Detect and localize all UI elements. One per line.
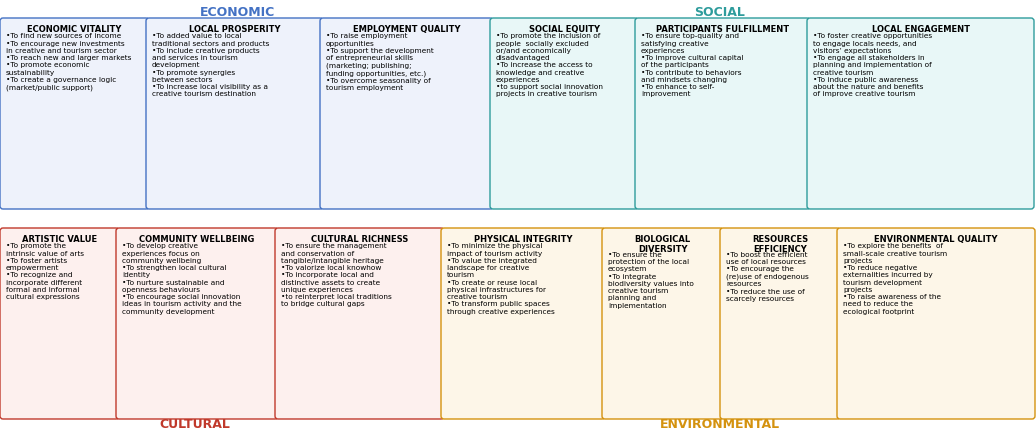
Text: •To find new sources of income
•To encourage new investments
in creative and tou: •To find new sources of income •To encou…	[6, 33, 132, 90]
Text: ARTISTIC VALUE: ARTISTIC VALUE	[22, 234, 97, 244]
FancyBboxPatch shape	[720, 229, 840, 419]
Text: LOCAL PROSPERITY: LOCAL PROSPERITY	[189, 25, 281, 34]
FancyBboxPatch shape	[0, 19, 149, 209]
Text: •To promote the inclusion of
people  socially excluded
or/and economically
disad: •To promote the inclusion of people soci…	[496, 33, 603, 97]
Text: •To boost the efficient
use of local resources
•To encourage the
(re)use of endo: •To boost the efficient use of local res…	[726, 251, 809, 301]
Text: PARTICIPANTS FULFILLMENT: PARTICIPANTS FULFILLMENT	[656, 25, 789, 34]
FancyBboxPatch shape	[116, 229, 278, 419]
Text: BIOLOGICAL
DIVERSITY: BIOLOGICAL DIVERSITY	[634, 234, 691, 254]
FancyBboxPatch shape	[490, 19, 638, 209]
Text: •To ensure top-quality and
satisfying creative
experiences
•To improve cultural : •To ensure top-quality and satisfying cr…	[641, 33, 744, 97]
Text: RESOURCES
EFFICIENCY: RESOURCES EFFICIENCY	[752, 234, 808, 254]
FancyBboxPatch shape	[807, 19, 1034, 209]
FancyBboxPatch shape	[146, 19, 323, 209]
FancyBboxPatch shape	[320, 19, 493, 209]
Text: SOCIAL EQUITY: SOCIAL EQUITY	[528, 25, 600, 34]
Text: LOCAL ENGAGEMENT: LOCAL ENGAGEMENT	[871, 25, 970, 34]
Text: PHYSICAL INTEGRITY: PHYSICAL INTEGRITY	[473, 234, 572, 244]
Text: •To develop creative
experiences focus on
community wellbeing
•To strengthen loc: •To develop creative experiences focus o…	[122, 243, 241, 314]
Text: •To raise employment
opportunities
•To support the development
of entrepreneuria: •To raise employment opportunities •To s…	[326, 33, 434, 91]
Text: •To ensure the management
and conservation of
tangible/intangible heritage
•To v: •To ensure the management and conservati…	[281, 243, 392, 307]
Text: CULTURAL RICHNESS: CULTURAL RICHNESS	[311, 234, 408, 244]
Text: •To explore the benefits  of
small-scale creative tourism
projects
•To reduce ne: •To explore the benefits of small-scale …	[843, 243, 947, 314]
Text: •To foster creative opportunities
to engage locals needs, and
visitors’ expectat: •To foster creative opportunities to eng…	[813, 33, 932, 97]
FancyBboxPatch shape	[837, 229, 1035, 419]
Text: •To added value to local
traditional sectors and products
•To include creative p: •To added value to local traditional sec…	[152, 33, 269, 97]
Text: EMPLOYMENT QUALITY: EMPLOYMENT QUALITY	[352, 25, 460, 34]
Text: ENVIRONMENTAL: ENVIRONMENTAL	[660, 417, 780, 431]
FancyBboxPatch shape	[635, 19, 810, 209]
FancyBboxPatch shape	[275, 229, 444, 419]
Text: CULTURAL: CULTURAL	[160, 417, 230, 431]
Text: ENVIRONMENTAL QUALITY: ENVIRONMENTAL QUALITY	[874, 234, 998, 244]
FancyBboxPatch shape	[441, 229, 605, 419]
Text: COMMUNITY WELLBEING: COMMUNITY WELLBEING	[139, 234, 255, 244]
Text: •To ensure the
protection of the local
ecosystem
•To integrate
biodiversity valu: •To ensure the protection of the local e…	[608, 251, 694, 308]
Text: ECONOMIC VITALITY: ECONOMIC VITALITY	[27, 25, 121, 34]
Text: •To minimize the physical
impact of tourism activity
•To value the integrated
la: •To minimize the physical impact of tour…	[447, 243, 554, 314]
Text: SOCIAL: SOCIAL	[694, 6, 746, 18]
Text: •To promote the
intrinsic value of arts
•To foster artists
empowerment
•To recog: •To promote the intrinsic value of arts …	[6, 243, 84, 300]
FancyBboxPatch shape	[602, 229, 723, 419]
FancyBboxPatch shape	[0, 229, 119, 419]
Text: ECONOMIC: ECONOMIC	[199, 6, 275, 18]
